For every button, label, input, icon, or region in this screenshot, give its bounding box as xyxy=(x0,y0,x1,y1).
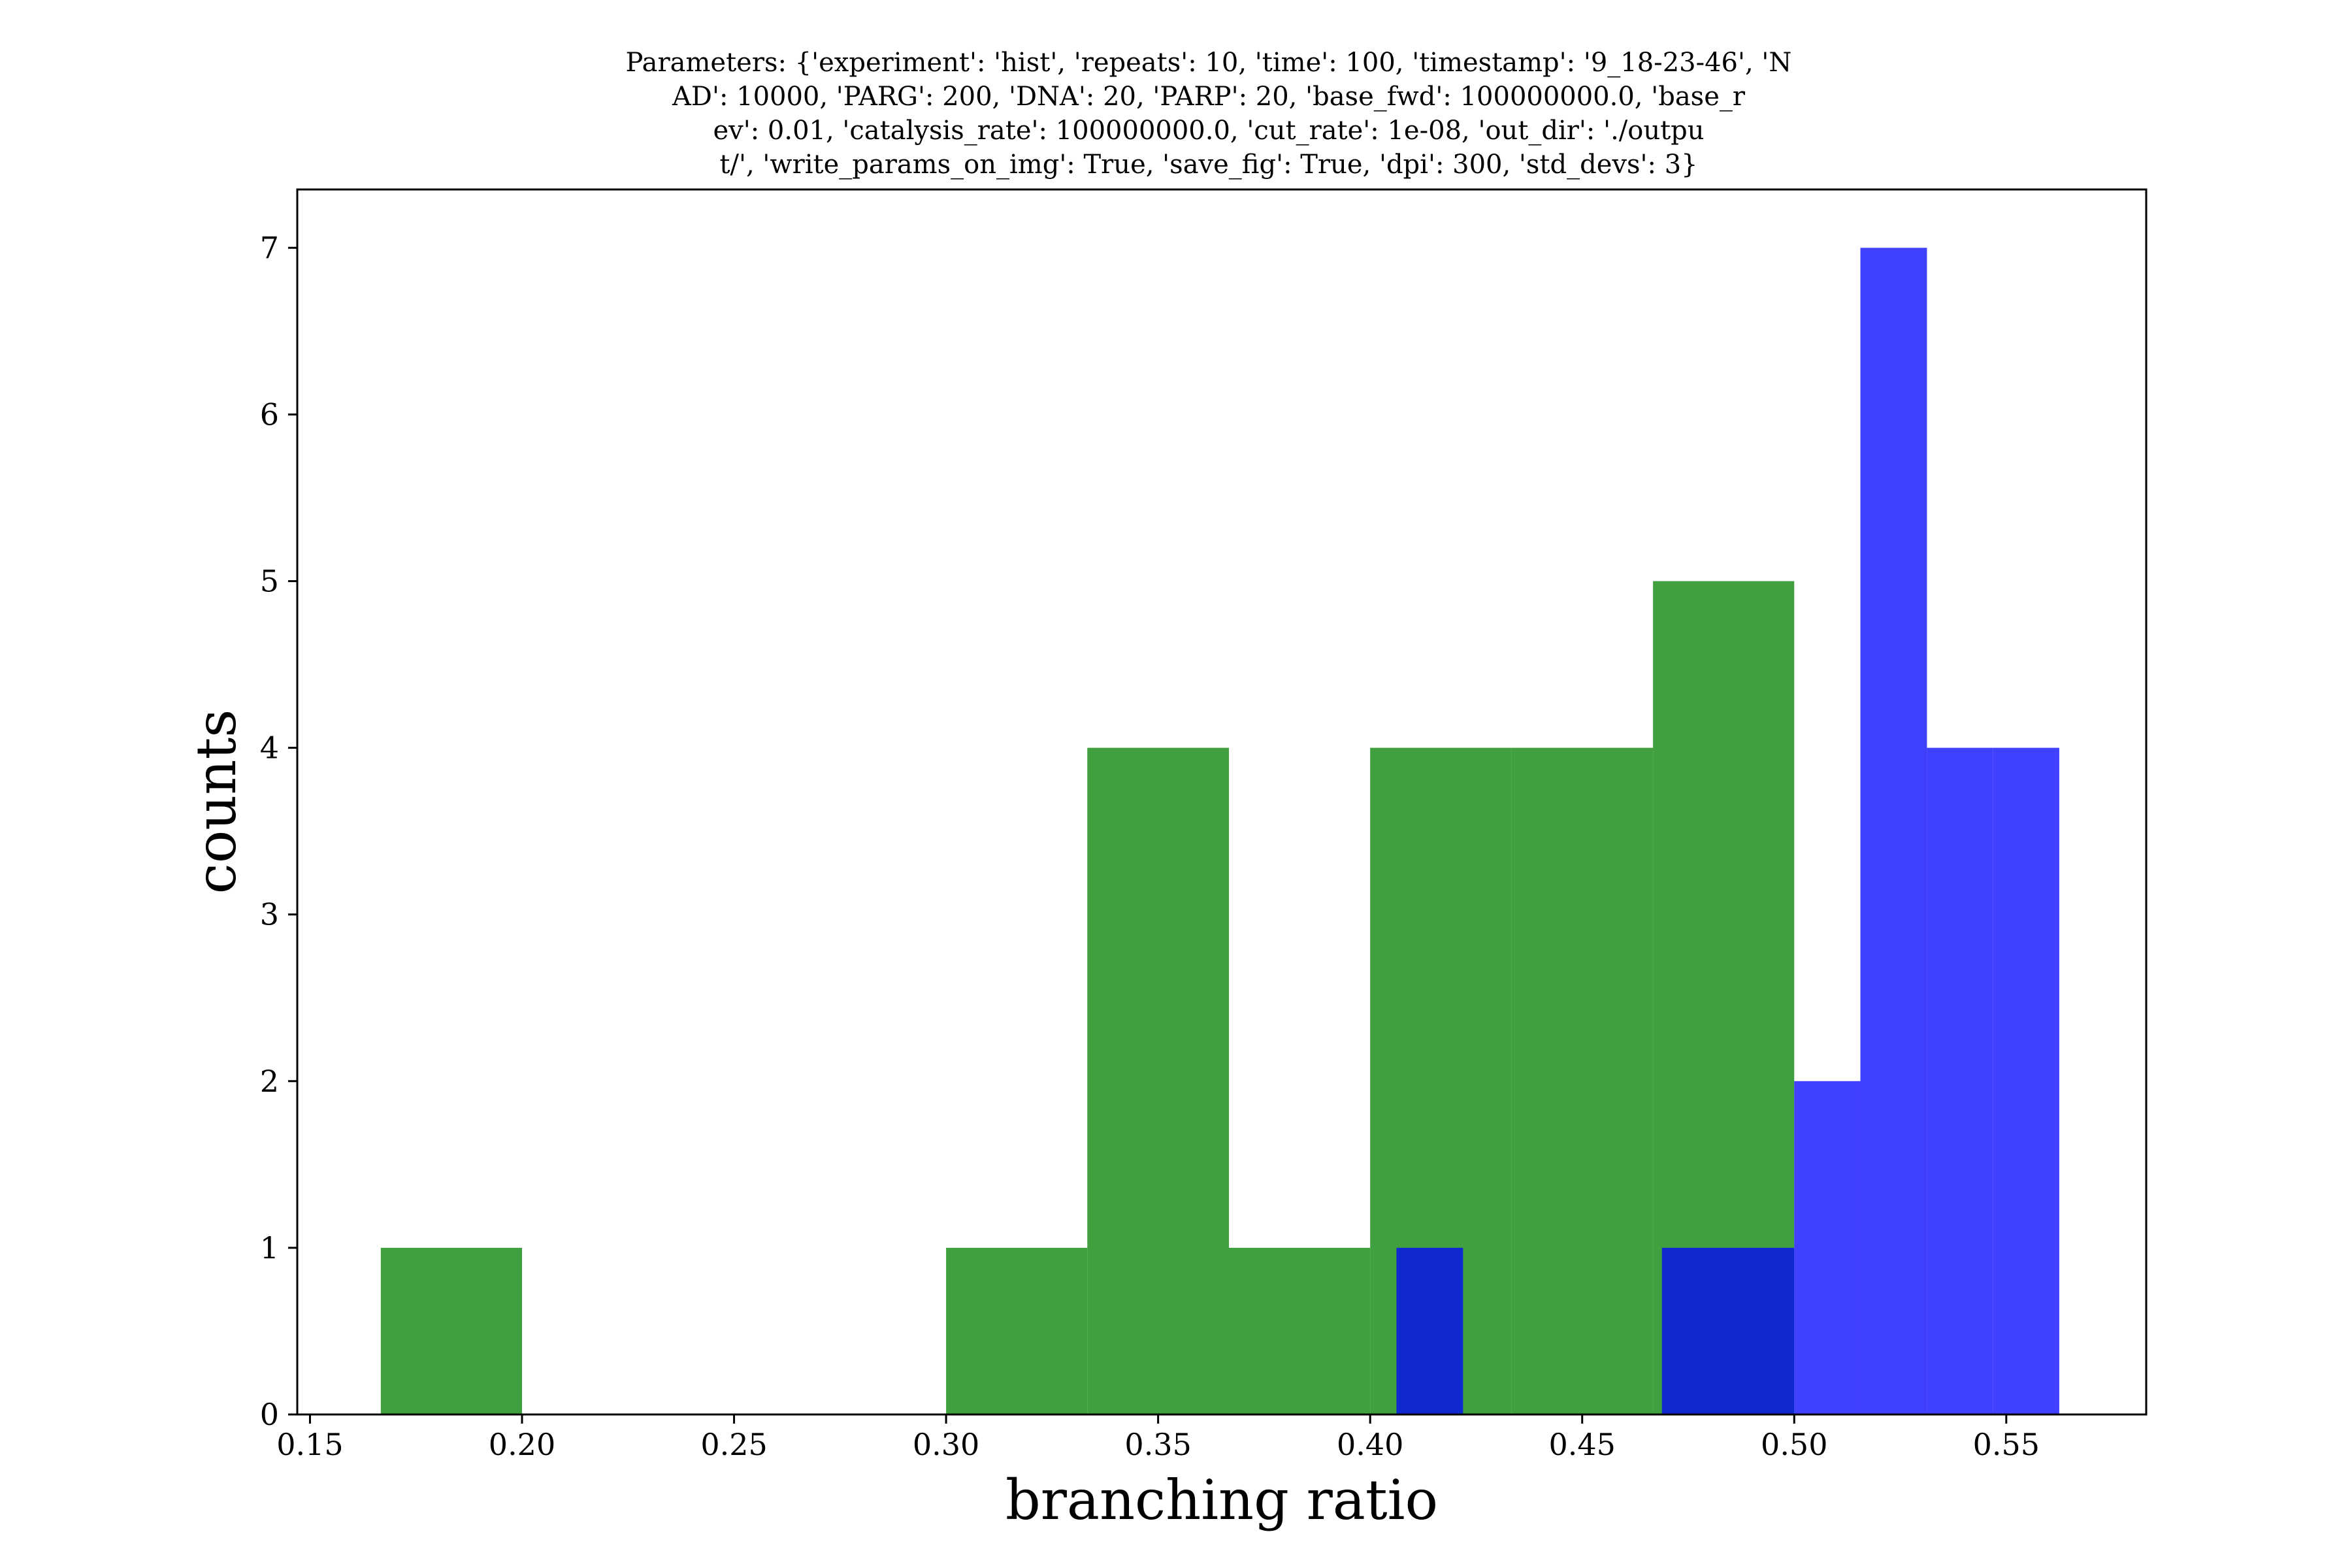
title-line: ev': 0.01, 'catalysis_rate': 100000000.0… xyxy=(713,116,1705,146)
y-axis-label: counts xyxy=(184,710,248,894)
y-tick-label: 7 xyxy=(260,230,279,265)
histogram-bar-series1-bin7 xyxy=(1229,1247,1371,1414)
histogram-bar-series1-bin9 xyxy=(1511,747,1654,1414)
histogram-bar-series2-bin1 xyxy=(1396,1247,1463,1414)
histogram-bar-series2-bin6 xyxy=(1728,1247,1795,1414)
histogram-bar-series1-bin5 xyxy=(946,1247,1088,1414)
x-tick-label: 0.15 xyxy=(276,1427,343,1462)
title-line: AD': 10000, 'PARG': 200, 'DNA': 20, 'PAR… xyxy=(672,82,1745,112)
x-axis-ticks: 0.15 0.20 0.25 0.30 0.35 0.40 0.45 0.50 0.55 xyxy=(276,1414,2040,1462)
title-line: Parameters: {'experiment': 'hist', 'repe… xyxy=(625,48,1792,78)
x-tick-label: 0.45 xyxy=(1549,1427,1616,1462)
y-tick-label: 6 xyxy=(260,397,279,432)
axes-frame xyxy=(296,188,2148,1416)
histogram-bar-series2-bin7 xyxy=(1794,1081,1861,1414)
chart-title: Parameters: {'experiment': 'hist', 'repe… xyxy=(392,46,2025,182)
y-tick-label: 1 xyxy=(260,1230,279,1266)
histogram-bar-series2-bin10 xyxy=(1993,747,2059,1414)
histogram-bar-series1-bin1 xyxy=(380,1247,523,1414)
x-tick-label: 0.50 xyxy=(1761,1427,1827,1462)
histogram-bar-series2-bin5 xyxy=(1661,1247,1729,1414)
y-tick-label: 3 xyxy=(260,897,279,932)
x-tick-label: 0.25 xyxy=(700,1427,767,1462)
x-tick-label: 0.35 xyxy=(1124,1427,1191,1462)
x-tick-label: 0.55 xyxy=(1973,1427,2040,1462)
x-axis-label: branching ratio xyxy=(1005,1468,1438,1532)
histogram-bar-series1-bin6 xyxy=(1087,747,1230,1414)
histogram-bar-series2-bin8 xyxy=(1860,248,1927,1415)
y-tick-label: 0 xyxy=(260,1397,279,1432)
x-tick-label: 0.20 xyxy=(489,1427,555,1462)
y-axis-ticks: 0 1 2 3 4 5 6 7 xyxy=(260,230,297,1432)
y-tick-label: 5 xyxy=(260,563,279,598)
x-tick-label: 0.30 xyxy=(913,1427,979,1462)
bars-layer xyxy=(380,248,2059,1415)
y-tick-label: 4 xyxy=(260,730,279,766)
title-line: t/', 'write_params_on_img': True, 'save_… xyxy=(719,150,1698,180)
y-tick-label: 2 xyxy=(260,1064,279,1099)
histogram-bar-series2-bin9 xyxy=(1927,747,1993,1414)
x-tick-label: 0.40 xyxy=(1337,1427,1403,1462)
